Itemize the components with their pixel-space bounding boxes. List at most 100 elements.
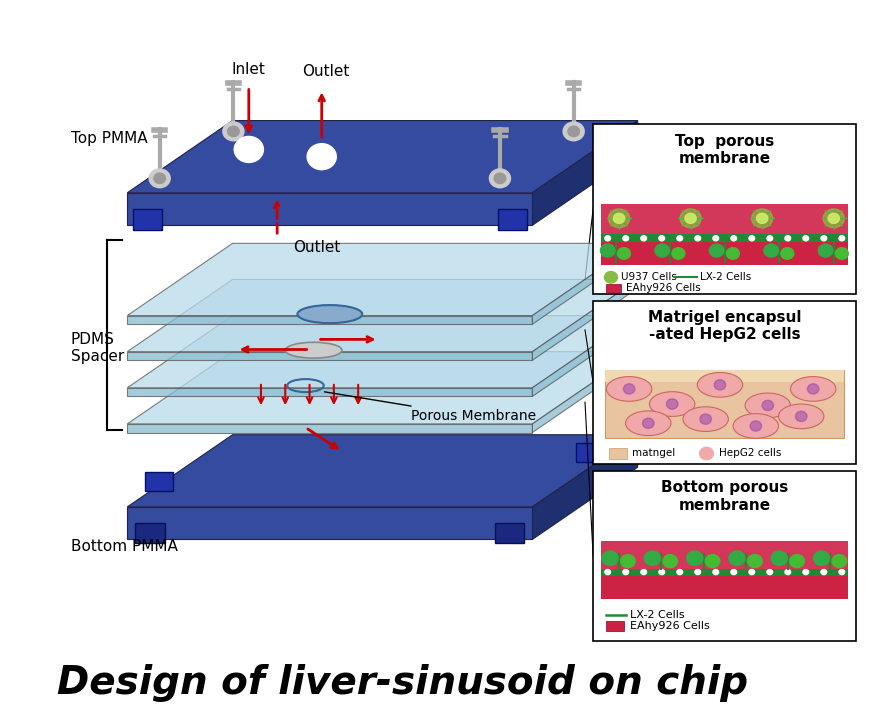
Text: Matrigel encapsul
-ated HepG2 cells: Matrigel encapsul -ated HepG2 cells <box>648 310 801 342</box>
Text: Porous Membrane: Porous Membrane <box>324 392 536 423</box>
Polygon shape <box>128 315 532 324</box>
Circle shape <box>832 555 847 568</box>
Ellipse shape <box>779 404 824 428</box>
Circle shape <box>676 570 683 575</box>
Circle shape <box>621 555 635 568</box>
Polygon shape <box>532 120 638 225</box>
Bar <box>609 449 628 458</box>
Circle shape <box>672 248 685 260</box>
Circle shape <box>839 236 844 241</box>
Polygon shape <box>128 244 638 315</box>
Circle shape <box>785 570 791 575</box>
Circle shape <box>713 236 718 241</box>
Bar <box>606 621 624 631</box>
Circle shape <box>729 551 746 566</box>
Text: EAhy926 Cells: EAhy926 Cells <box>626 283 700 293</box>
Polygon shape <box>128 388 532 397</box>
Bar <box>576 444 603 462</box>
Text: Inlet: Inlet <box>232 62 266 78</box>
Circle shape <box>617 248 630 260</box>
Bar <box>606 370 844 382</box>
Polygon shape <box>532 435 638 539</box>
Ellipse shape <box>297 305 362 323</box>
Circle shape <box>234 136 263 162</box>
Circle shape <box>666 399 678 409</box>
Circle shape <box>687 551 703 566</box>
Polygon shape <box>128 315 638 388</box>
Circle shape <box>644 551 661 566</box>
Circle shape <box>731 570 737 575</box>
Text: Bottom porous
membrane: Bottom porous membrane <box>661 480 788 513</box>
Circle shape <box>710 244 724 257</box>
Text: matngel: matngel <box>632 449 676 458</box>
Polygon shape <box>128 352 532 360</box>
Circle shape <box>767 570 773 575</box>
Circle shape <box>700 414 711 424</box>
Circle shape <box>713 570 718 575</box>
Circle shape <box>623 236 628 241</box>
Text: EAhy926 Cells: EAhy926 Cells <box>629 621 710 631</box>
Circle shape <box>771 551 787 566</box>
Circle shape <box>836 248 849 260</box>
Circle shape <box>605 570 611 575</box>
Ellipse shape <box>607 376 652 401</box>
Polygon shape <box>532 315 638 397</box>
Circle shape <box>605 271 617 283</box>
Polygon shape <box>128 435 638 507</box>
Circle shape <box>731 236 737 241</box>
Circle shape <box>750 420 761 431</box>
Polygon shape <box>532 244 638 324</box>
Circle shape <box>227 126 239 136</box>
Circle shape <box>568 126 579 136</box>
Circle shape <box>714 380 725 390</box>
FancyBboxPatch shape <box>593 471 857 641</box>
Circle shape <box>602 551 618 566</box>
Circle shape <box>680 209 701 228</box>
Polygon shape <box>128 424 532 433</box>
Circle shape <box>614 213 625 223</box>
Polygon shape <box>128 352 638 424</box>
Circle shape <box>307 144 336 170</box>
Circle shape <box>839 570 844 575</box>
Circle shape <box>818 244 833 257</box>
Circle shape <box>655 244 669 257</box>
Circle shape <box>749 570 754 575</box>
Circle shape <box>752 209 773 228</box>
Circle shape <box>747 555 762 568</box>
Circle shape <box>608 209 629 228</box>
Bar <box>601 568 849 576</box>
Text: LX-2 Cells: LX-2 Cells <box>700 273 752 282</box>
Text: HepG2 cells: HepG2 cells <box>718 449 781 458</box>
Bar <box>497 209 527 231</box>
Circle shape <box>641 236 647 241</box>
Circle shape <box>149 169 170 188</box>
Circle shape <box>726 248 739 260</box>
Circle shape <box>785 236 791 241</box>
Circle shape <box>494 173 506 183</box>
Ellipse shape <box>649 392 695 416</box>
Circle shape <box>803 236 808 241</box>
Circle shape <box>764 244 779 257</box>
Circle shape <box>780 248 794 260</box>
Bar <box>606 283 621 292</box>
Circle shape <box>641 570 647 575</box>
Bar <box>601 204 849 265</box>
Circle shape <box>600 244 615 257</box>
Ellipse shape <box>683 407 728 431</box>
Circle shape <box>823 209 844 228</box>
Text: Bottom PMMA: Bottom PMMA <box>71 539 177 554</box>
Circle shape <box>605 236 611 241</box>
Polygon shape <box>128 120 638 193</box>
Circle shape <box>695 236 701 241</box>
Circle shape <box>642 418 654 428</box>
Circle shape <box>808 384 819 394</box>
Circle shape <box>749 236 754 241</box>
Ellipse shape <box>790 376 836 401</box>
Bar <box>601 541 849 570</box>
Ellipse shape <box>733 414 779 439</box>
Bar <box>606 370 844 439</box>
Bar <box>135 523 164 543</box>
Text: LX-2 Cells: LX-2 Cells <box>629 610 684 620</box>
Polygon shape <box>532 279 638 360</box>
Circle shape <box>803 570 808 575</box>
